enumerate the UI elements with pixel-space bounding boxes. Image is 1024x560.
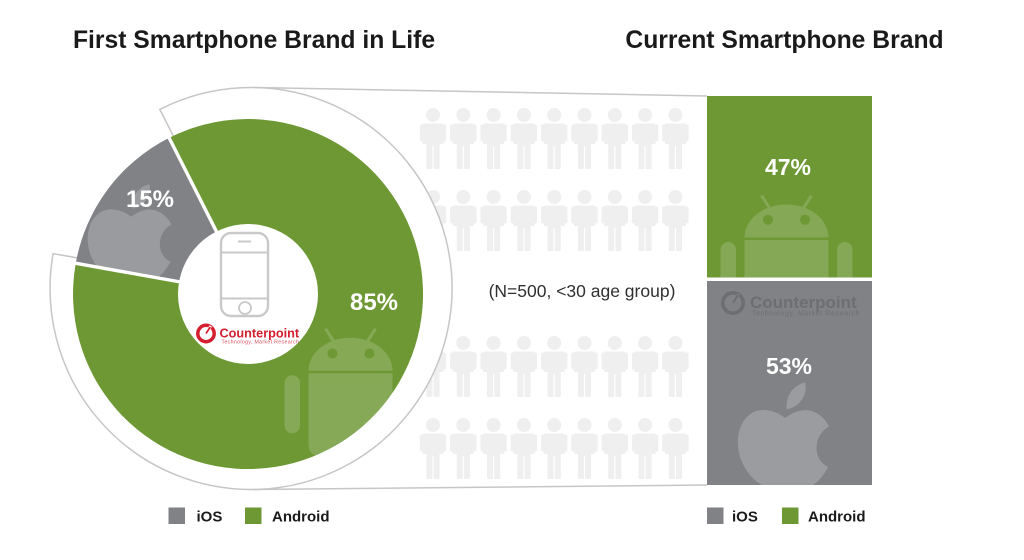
- svg-text:First Smartphone Brand in Life: First Smartphone Brand in Life: [73, 27, 435, 54]
- svg-text:15%: 15%: [126, 186, 174, 213]
- svg-text:Counterpoint: Counterpoint: [220, 327, 300, 341]
- svg-text:53%: 53%: [766, 353, 812, 379]
- svg-text:iOS: iOS: [197, 509, 223, 526]
- svg-text:Counterpoint: Counterpoint: [750, 293, 857, 312]
- svg-text:iOS: iOS: [732, 509, 758, 526]
- svg-text:85%: 85%: [350, 289, 398, 316]
- svg-text:47%: 47%: [765, 154, 811, 180]
- svg-text:Android: Android: [272, 509, 330, 526]
- svg-text:Technology, Market Research: Technology, Market Research: [752, 309, 860, 318]
- svg-text:Android: Android: [808, 509, 866, 526]
- svg-text:Current Smartphone Brand: Current Smartphone Brand: [625, 27, 943, 54]
- svg-text:Technology, Market Research: Technology, Market Research: [222, 340, 300, 346]
- svg-text:(N=500, <30 age group): (N=500, <30 age group): [489, 281, 676, 301]
